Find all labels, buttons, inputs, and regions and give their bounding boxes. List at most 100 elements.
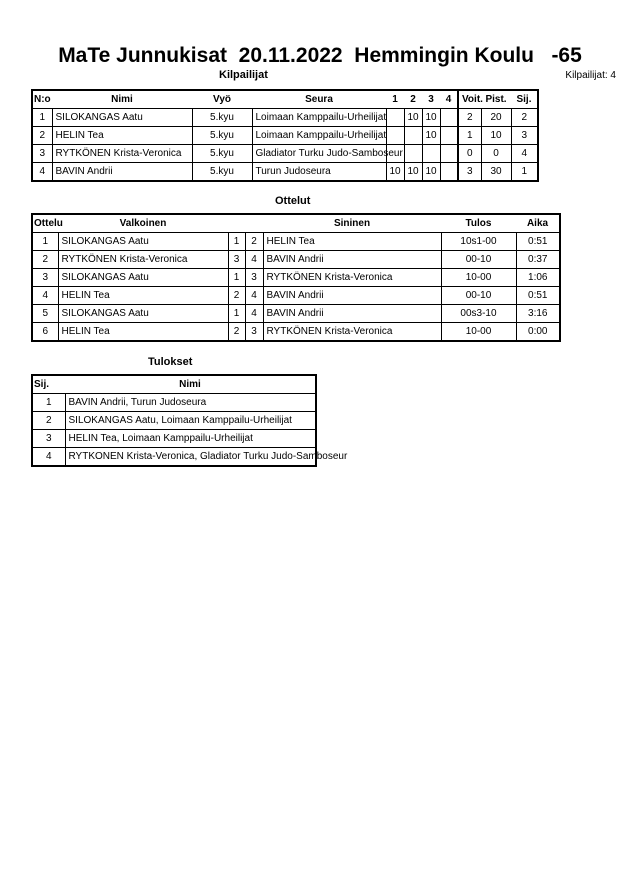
table-cell: 10 <box>385 162 405 182</box>
table-cell: SILOKANGAS Aatu <box>57 268 229 287</box>
table-cell: SILOKANGAS Aatu <box>51 108 193 127</box>
table-cell: HELIN Tea <box>57 286 229 305</box>
column-header: Vyö <box>192 89 252 109</box>
table-cell: HELIN Tea <box>51 126 193 145</box>
table-cell: 4 <box>31 447 66 467</box>
column-header: Voit. <box>457 89 483 109</box>
column-header: Valkoinen <box>58 213 228 233</box>
table-cell <box>439 126 459 145</box>
table-cell: RYTKONEN Krista-Veronica, Gladiator Turk… <box>64 447 347 467</box>
table-cell: 5.kyu <box>191 108 253 127</box>
table-cell: BAVIN Andrii <box>51 162 193 182</box>
table-cell: 10 <box>480 126 512 145</box>
table-cell: 30 <box>480 162 512 182</box>
table-cell: 5.kyu <box>191 144 253 163</box>
table-cell: Turun Judoseura <box>251 162 387 182</box>
results-table: Sij. Nimi 1 BAVIN Andrii, Turun Judoseura 2 S… <box>31 374 347 467</box>
table-cell: 4 <box>31 286 59 305</box>
table-cell: 1 <box>227 304 246 323</box>
table-cell: 00-10 <box>440 286 517 305</box>
table-cell: 00-10 <box>440 250 517 269</box>
table-cell: 20 <box>480 108 512 127</box>
table-cell: 0:51 <box>515 232 561 251</box>
table-cell: 10 <box>403 108 423 127</box>
column-header: Pist. <box>481 89 511 109</box>
table-cell: 10-00 <box>440 268 517 287</box>
table-cell: 2 <box>31 411 66 430</box>
table-cell: RYTKÖNEN Krista-Veronica <box>262 322 442 342</box>
table-cell: 4 <box>510 144 539 163</box>
column-header: Tulos <box>441 213 516 233</box>
table-row: 1 SILOKANGAS Aatu 1 2 HELIN Tea 10s1-00 0:51 <box>31 232 561 251</box>
table-cell: 3 <box>510 126 539 145</box>
table-cell: 3 <box>31 268 59 287</box>
competitors-table: N:o Nimi Vyö Seura 1 2 3 4 Voit. Pist. Sij. 1 SILOKA… <box>31 89 539 182</box>
table-cell: 1 <box>31 232 59 251</box>
matches-table: Ottelu Valkoinen Sininen Tulos Aika 1 SILOKANG… <box>31 213 561 342</box>
table-cell: 0:51 <box>515 286 561 305</box>
table-cell: 3:16 <box>515 304 561 323</box>
table-cell: Loimaan Kamppailu-Urheilijat <box>251 108 387 127</box>
table-cell: SILOKANGAS Aatu, Loimaan Kamppailu-Urhei… <box>64 411 317 430</box>
column-header: 2 <box>404 89 422 109</box>
column-header: Sij. <box>511 89 538 109</box>
table-cell: 3 <box>244 322 264 342</box>
table-cell: RYTKÖNEN Krista-Veronica <box>57 250 229 269</box>
table-row: 2 SILOKANGAS Aatu, Loimaan Kamppailu-Urhe… <box>31 411 317 430</box>
table-cell: 4 <box>31 162 53 182</box>
table-cell: 1 <box>510 162 539 182</box>
column-header: Nimi <box>52 89 192 109</box>
table-cell: 2 <box>227 322 246 342</box>
table-cell: 5 <box>31 304 59 323</box>
table-cell: 3 <box>31 144 53 163</box>
column-header: N:o <box>32 89 52 109</box>
table-cell: 4 <box>244 304 264 323</box>
table-cell <box>439 162 459 182</box>
table-cell: HELIN Tea <box>57 322 229 342</box>
table-cell: 0:37 <box>515 250 561 269</box>
table-cell: 1 <box>227 232 246 251</box>
table-cell: 4 <box>244 250 264 269</box>
column-header <box>245 213 263 233</box>
table-cell <box>385 126 405 145</box>
table-cell: 3 <box>31 429 66 448</box>
table-cell: 0 <box>480 144 512 163</box>
header-row: Sij. Nimi <box>32 374 316 394</box>
column-header: Sininen <box>263 213 441 233</box>
table-cell: Gladiator Turku Judo-Samboseur <box>251 144 403 163</box>
table-cell: 0:00 <box>515 322 561 342</box>
table-row: 4 HELIN Tea 2 4 BAVIN Andrii 00-10 0:51 <box>31 286 561 305</box>
table-cell: 2 <box>227 286 246 305</box>
table-cell: 5.kyu <box>191 162 253 182</box>
table-cell <box>439 144 459 163</box>
table-row: 3 RYTKÖNEN Krista-Veronica 5.kyu Gladiator … <box>31 144 539 163</box>
table-cell: 2 <box>510 108 539 127</box>
table-cell: 1 <box>227 268 246 287</box>
table-cell: 2 <box>457 108 482 127</box>
column-header: Aika <box>516 213 560 233</box>
table-row: 6 HELIN Tea 2 3 RYTKÖNEN Krista-Veronica 10-0… <box>31 322 561 342</box>
table-cell: 0 <box>457 144 482 163</box>
table-cell: 1:06 <box>515 268 561 287</box>
table-cell: BAVIN Andrii <box>262 304 442 323</box>
table-cell: HELIN Tea, Loimaan Kamppailu-Urheilijat <box>64 429 317 448</box>
table-row: 3 HELIN Tea, Loimaan Kamppailu-Urheilijat <box>31 429 317 448</box>
table-cell: 5.kyu <box>191 126 253 145</box>
table-row: 2 RYTKÖNEN Krista-Veronica 3 4 BAVIN Andrii 0… <box>31 250 561 269</box>
table-cell <box>385 108 405 127</box>
table-cell: 10 <box>421 162 441 182</box>
column-header: 1 <box>386 89 404 109</box>
table-cell: 00s3-10 <box>440 304 517 323</box>
table-row: 1 BAVIN Andrii, Turun Judoseura <box>31 393 317 412</box>
table-cell: RYTKÖNEN Krista-Veronica <box>51 144 193 163</box>
table-cell: 2 <box>244 232 264 251</box>
table-cell: 1 <box>31 108 53 127</box>
header-row: N:o Nimi Vyö Seura 1 2 3 4 Voit. Pist. Sij. <box>32 89 538 109</box>
table-cell: 1 <box>31 393 66 412</box>
table-cell <box>439 108 459 127</box>
table-cell: 10 <box>403 162 423 182</box>
column-header: Ottelu <box>32 213 63 233</box>
table-cell: Loimaan Kamppailu-Urheilijat <box>251 126 387 145</box>
table-cell: BAVIN Andrii <box>262 286 442 305</box>
table-cell: 10s1-00 <box>440 232 517 251</box>
